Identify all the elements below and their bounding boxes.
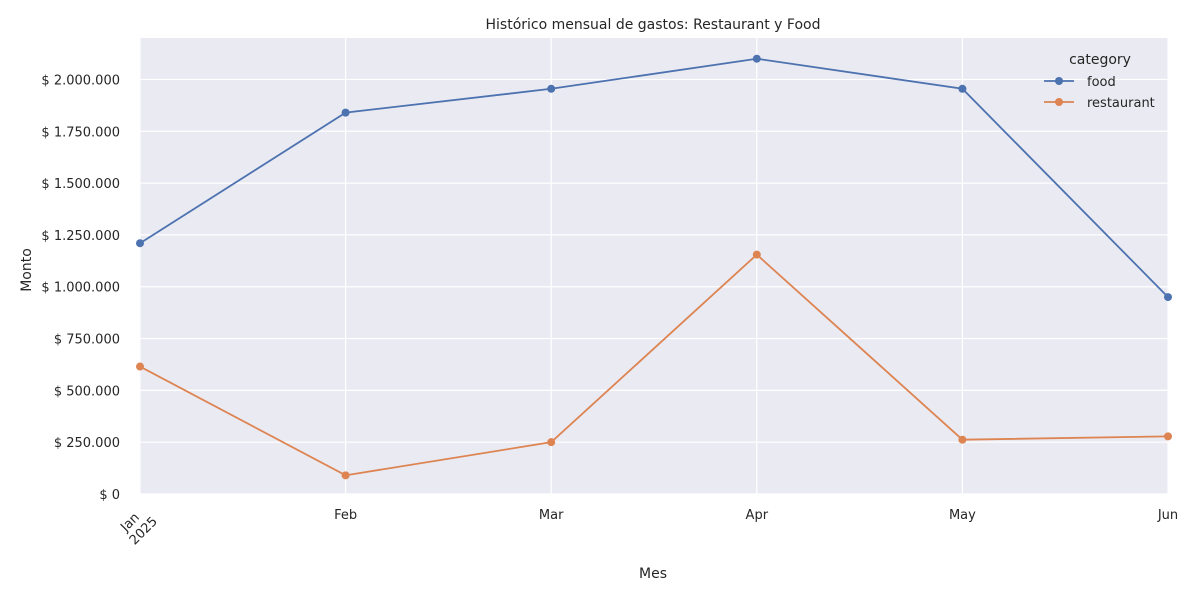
- data-point-food: [1164, 293, 1172, 302]
- y-tick-label: $ 250.000: [54, 436, 120, 451]
- y-tick-label: $ 1.000.000: [41, 281, 120, 296]
- chart-title: Histórico mensual de gastos: Restaurant …: [486, 17, 821, 33]
- data-point-restaurant: [958, 435, 967, 444]
- legend-items: food restaurant: [1044, 75, 1155, 111]
- y-tick-label: $ 500.000: [54, 384, 120, 399]
- x-tick-label: Mar: [539, 508, 564, 523]
- y-tick-label: $ 1.750.000: [41, 125, 120, 140]
- data-point-food: [341, 108, 350, 117]
- series-line-restaurant: [139, 253, 1169, 477]
- data-point-restaurant: [341, 471, 350, 480]
- x-tick-label: Feb: [334, 508, 357, 523]
- x-axis-label: Mes: [639, 566, 667, 582]
- data-point-food: [752, 54, 761, 63]
- grid-lines: [139, 38, 1169, 495]
- y-tick-label: $ 0: [99, 488, 120, 503]
- x-tick-label: May: [949, 508, 976, 523]
- series-restaurant: [136, 250, 1172, 480]
- series-line-food: [139, 57, 1169, 298]
- legend: category food restaurant: [1044, 52, 1155, 111]
- legend-marker-food: [1055, 77, 1063, 85]
- y-axis-label: Monto: [19, 248, 35, 292]
- data-point-food: [136, 239, 144, 248]
- data-point-restaurant: [1164, 432, 1172, 441]
- series-lines: [136, 54, 1172, 480]
- data-point-restaurant: [136, 362, 144, 371]
- x-tick-label: Jun: [1157, 508, 1178, 523]
- data-point-restaurant: [547, 438, 556, 447]
- y-tick-label: $ 1.250.000: [41, 229, 120, 244]
- legend-marker-restaurant: [1055, 98, 1063, 106]
- series-food: [136, 54, 1172, 302]
- legend-label-restaurant: restaurant: [1087, 96, 1155, 111]
- y-tick-label: $ 2.000.000: [41, 73, 120, 88]
- legend-label-food: food: [1087, 75, 1116, 90]
- data-point-food: [547, 84, 556, 93]
- plot-background: [140, 38, 1168, 494]
- y-tick-labels: $ 0 $ 250.000 $ 500.000 $ 750.000 $ 1.000.00…: [41, 73, 120, 503]
- y-tick-label: $ 750.000: [54, 333, 120, 348]
- data-point-restaurant: [752, 250, 761, 259]
- y-tick-label: $ 1.500.000: [41, 177, 120, 192]
- x-tick-label: Apr: [746, 508, 769, 523]
- data-point-food: [958, 84, 967, 93]
- legend-title: category: [1069, 52, 1131, 68]
